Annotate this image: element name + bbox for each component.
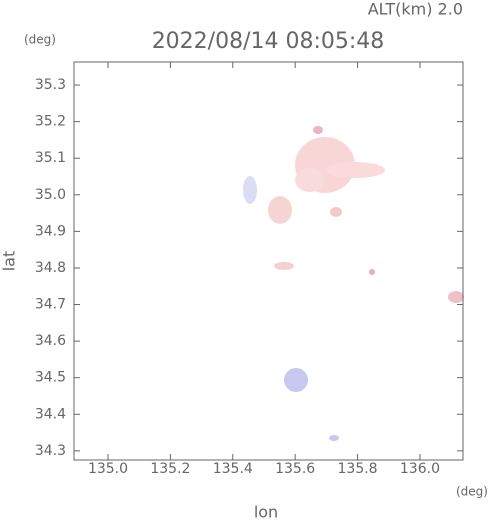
y-tick-label: 34.9 [35,223,66,239]
echo-region [295,168,325,192]
echo-region [329,435,339,441]
y-tick-label: 34.5 [35,370,66,386]
echo-region [284,368,308,392]
y-tick-label: 34.4 [35,406,66,422]
altitude-label: ALT(km) 2.0 [368,0,463,19]
echo-regions [243,126,464,441]
y-tick-label: 35.1 [35,150,66,166]
x-tick-label: 135.0 [88,461,128,477]
echo-region [330,207,342,217]
echo-region [268,196,292,224]
y-tick-label: 34.3 [35,443,66,459]
y-tick-label: 35.2 [35,114,66,130]
y-axis-label: lat [0,251,19,272]
echo-region [313,126,323,134]
y-tick-label: 34.6 [35,333,66,349]
echo-region [325,162,385,178]
x-tick-label: 135.4 [213,461,253,477]
y-tick-label: 34.7 [35,297,66,313]
chart-title: 2022/08/14 08:05:48 [152,29,385,54]
x-axis-label: lon [254,503,278,521]
echo-region [369,269,375,275]
y-tick-label: 35.3 [35,77,66,93]
echo-region [274,262,294,270]
y-tick-label: 34.8 [35,260,66,276]
y-unit: (deg) [24,33,56,47]
plot-frame [73,61,464,461]
x-tick-label: 135.8 [338,461,378,477]
x-tick-label: 135.6 [275,461,315,477]
x-tick-label: 135.2 [150,461,190,477]
echo-region [448,291,464,303]
x-tick-label: 136.0 [400,461,440,477]
echo-region [243,176,257,204]
x-unit: (deg) [456,485,488,499]
y-tick-label: 35.0 [35,187,66,203]
